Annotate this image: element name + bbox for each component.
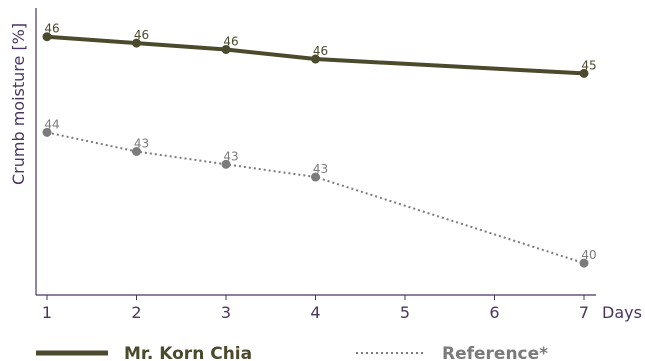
data-point [579, 68, 589, 78]
series-1: 46 46 46 46 45 [42, 22, 597, 78]
x-ticks: 1 2 3 4 5 6 7 [42, 295, 589, 322]
data-point [221, 159, 231, 169]
x-tick-label: 7 [579, 303, 589, 322]
data-point [132, 38, 141, 48]
x-tick-label: 2 [131, 303, 141, 322]
series-layer: 46 46 46 46 45 44 43 43 43 40 [42, 22, 597, 268]
data-point [42, 127, 52, 137]
data-point [221, 44, 231, 54]
data-label: 44 [44, 117, 59, 131]
data-point [579, 258, 589, 268]
series-line [46, 131, 585, 265]
data-label: 43 [223, 149, 238, 163]
legend-item: Reference* [356, 344, 548, 361]
data-label: 40 [581, 248, 596, 262]
data-point [311, 54, 320, 64]
data-point [311, 172, 320, 182]
legend-label: Mr. Korn Chia [124, 344, 252, 361]
data-point [42, 32, 52, 42]
data-label: 46 [44, 22, 59, 36]
x-tick-label: 3 [221, 303, 231, 322]
legend-label: Reference* [442, 344, 548, 361]
y-axis-label: Crumb moisture [%] [9, 23, 28, 185]
legend-item: Mr. Korn Chia [36, 344, 252, 361]
data-label: 43 [134, 137, 149, 151]
data-point [132, 147, 141, 156]
x-tick-label: 4 [310, 303, 320, 322]
x-tick-label: 1 [42, 303, 52, 322]
data-label: 46 [134, 28, 149, 42]
data-label: 45 [581, 58, 596, 72]
legend: Mr. Korn Chia Reference* [36, 344, 548, 361]
x-tick-label: 5 [400, 303, 410, 322]
data-label: 46 [223, 34, 238, 48]
data-label: 46 [313, 44, 328, 58]
series-2: 44 43 43 43 40 [42, 117, 597, 268]
data-label: 43 [313, 162, 328, 176]
x-axis-label: Days [602, 303, 642, 322]
x-tick-label: 6 [489, 303, 499, 322]
